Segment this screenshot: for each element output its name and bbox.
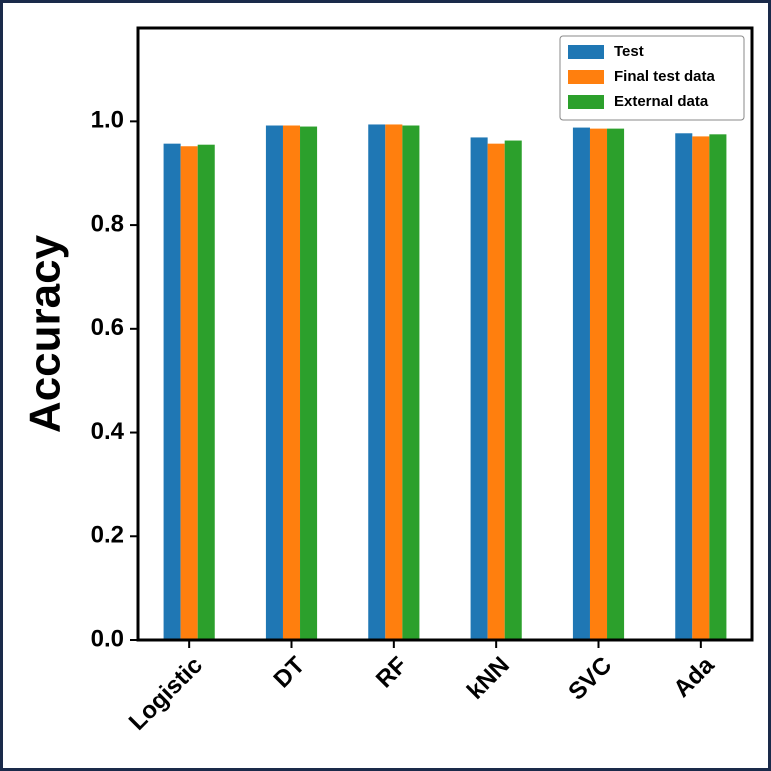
legend-label: Test xyxy=(614,43,644,60)
legend-swatch xyxy=(568,45,604,59)
legend-box xyxy=(559,35,745,121)
bar xyxy=(385,124,403,641)
bar xyxy=(470,137,488,640)
bar xyxy=(282,125,301,641)
bar xyxy=(197,144,215,640)
legend-label: Final test data xyxy=(614,68,716,85)
legend-swatch xyxy=(568,70,604,84)
bar xyxy=(300,126,318,641)
bar xyxy=(504,140,522,640)
bar xyxy=(487,143,505,640)
legend-swatch xyxy=(568,95,604,109)
y-axis-label: Accuracy xyxy=(21,234,70,433)
y-tick-label: 0.2 xyxy=(91,522,124,549)
bar xyxy=(675,133,693,641)
y-tick-label: 0.8 xyxy=(91,210,124,237)
y-tick-label: 0.0 xyxy=(91,625,124,652)
bar xyxy=(572,127,590,641)
bar xyxy=(163,143,181,640)
y-tick-label: 1.0 xyxy=(91,107,124,134)
bar xyxy=(589,128,608,640)
bar xyxy=(607,128,625,640)
bar xyxy=(709,134,727,641)
y-tick-label: 0.4 xyxy=(91,418,125,445)
y-tick-label: 0.6 xyxy=(91,314,124,341)
bar xyxy=(180,146,198,640)
plot-border xyxy=(136,26,754,642)
legend-label: External data xyxy=(614,93,709,110)
bar xyxy=(265,125,283,641)
bar xyxy=(368,124,386,641)
bar xyxy=(692,136,710,640)
bar xyxy=(402,125,420,641)
